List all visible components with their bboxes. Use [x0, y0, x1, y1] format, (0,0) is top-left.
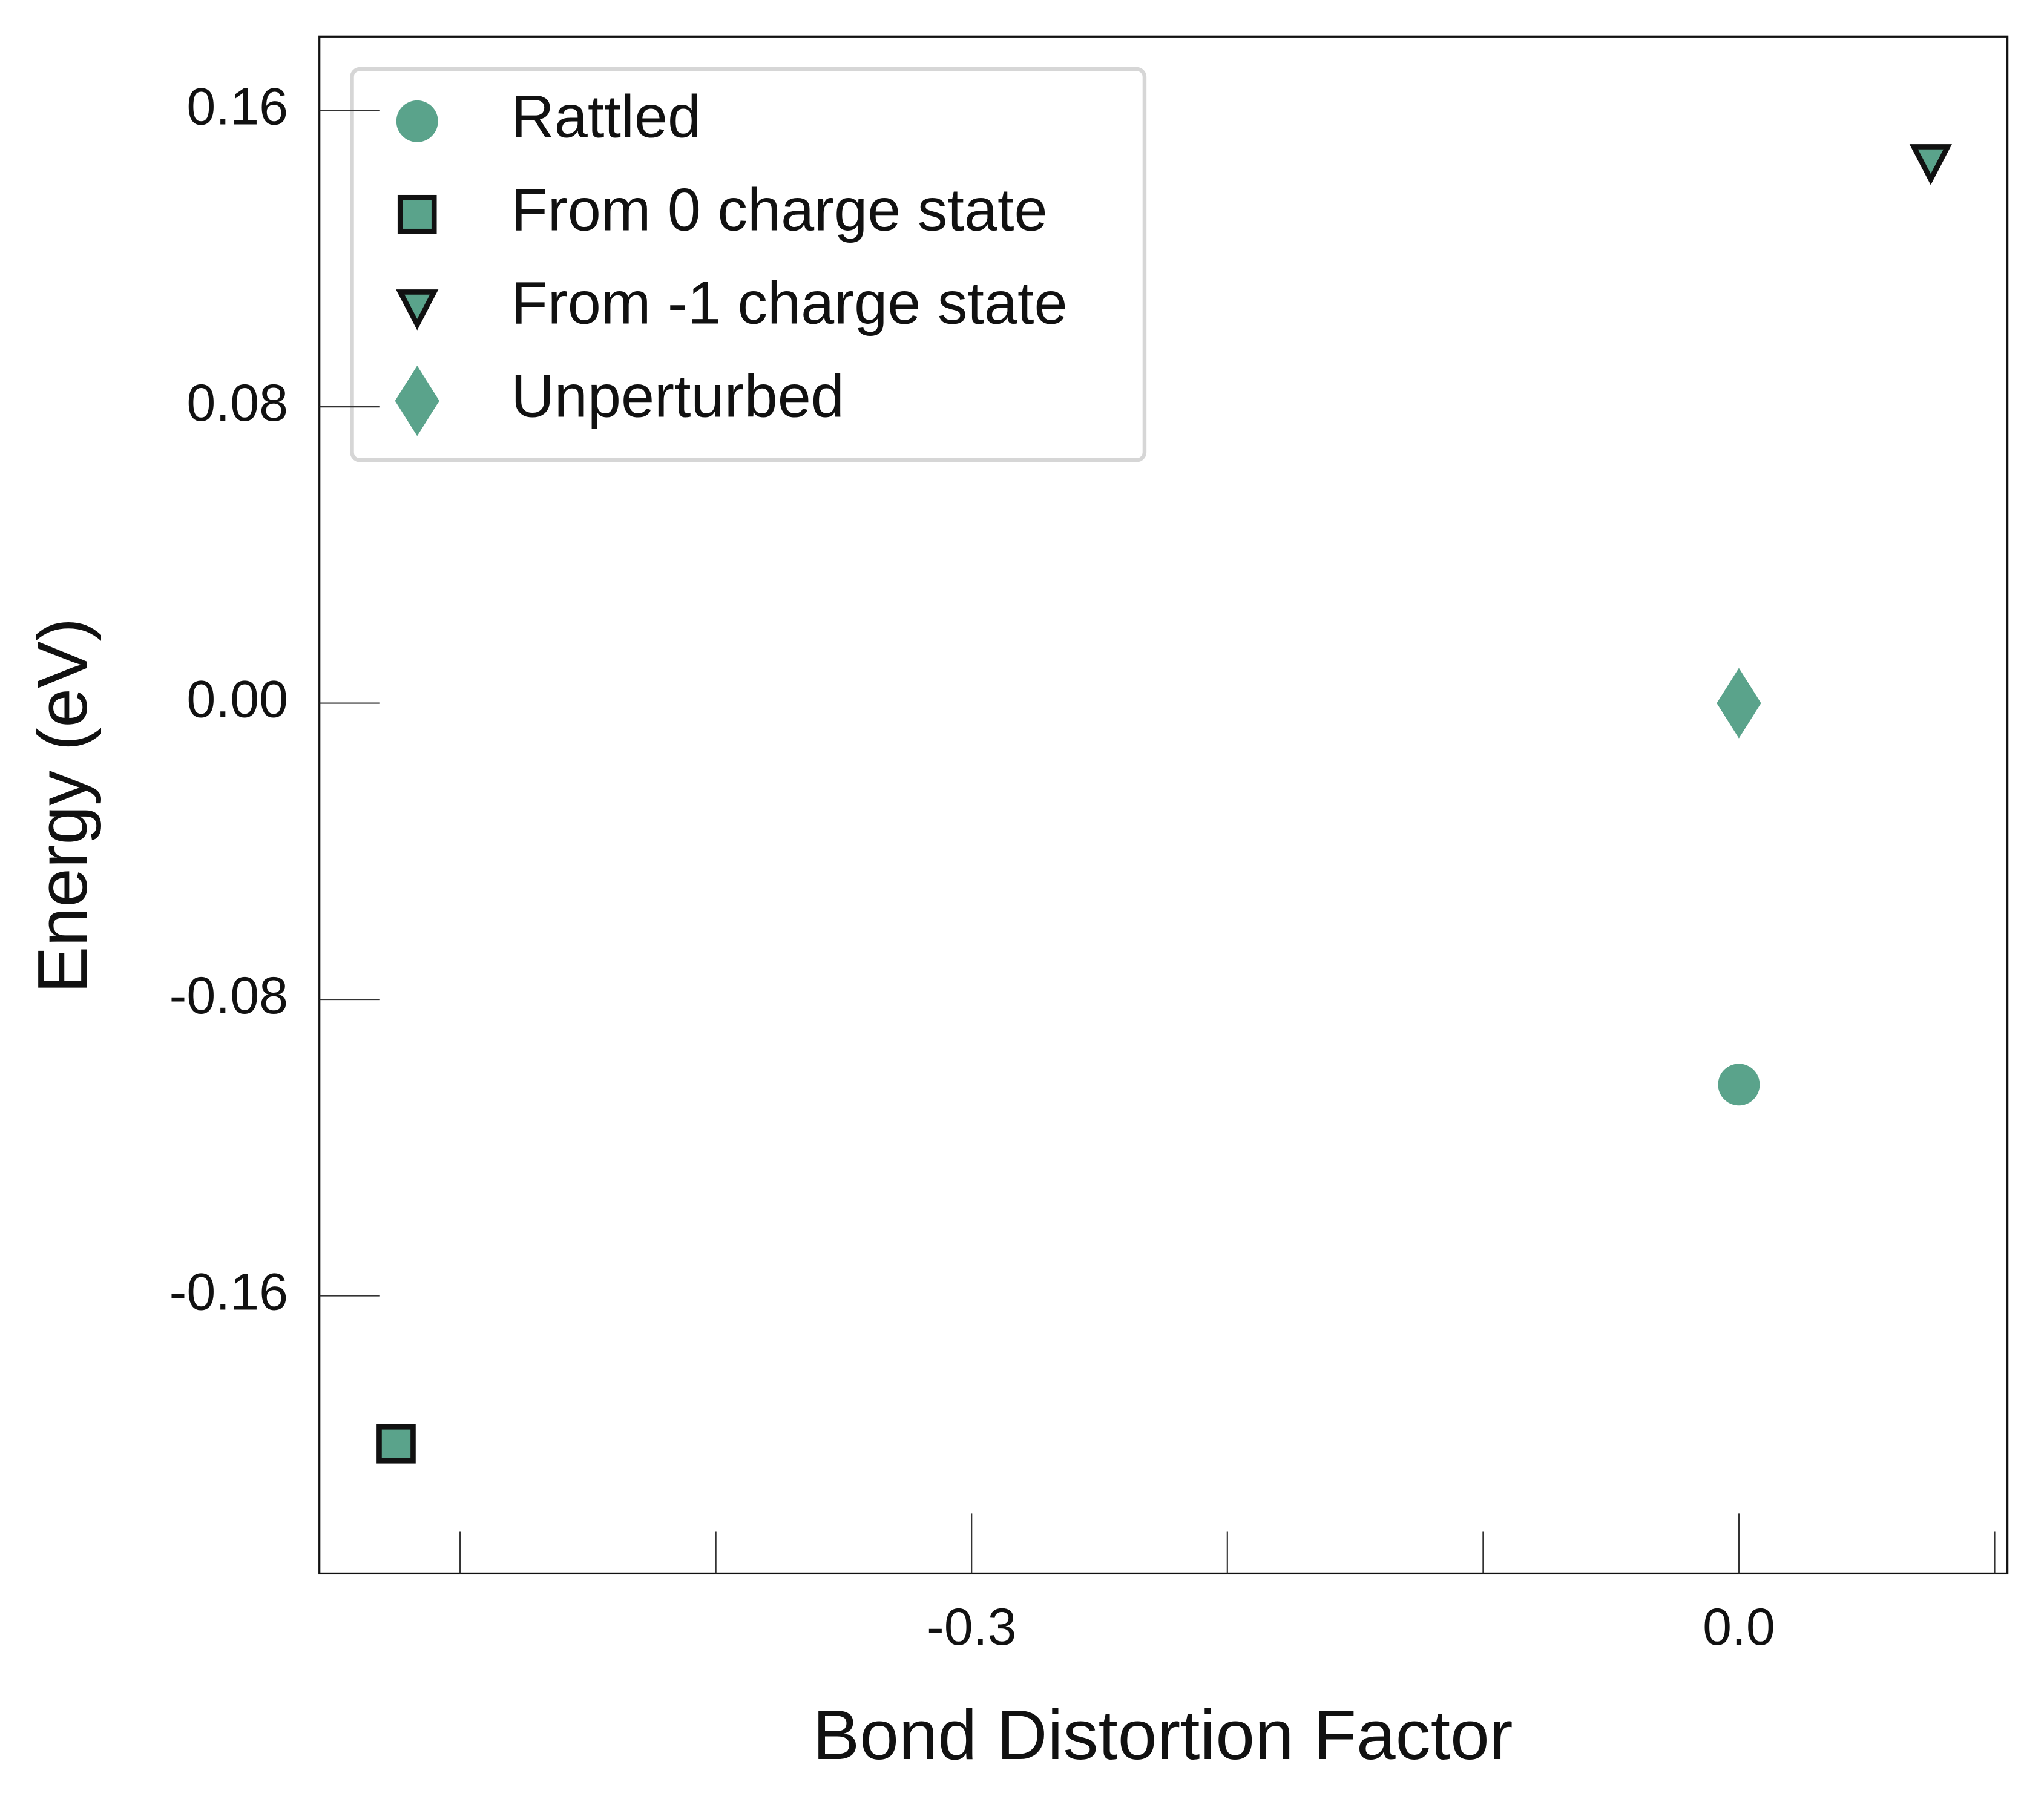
point: [1717, 668, 1761, 739]
x-axis-label: Bond Distortion Factor: [813, 1696, 1513, 1774]
y-axis-label: Energy (eV): [23, 618, 102, 993]
legend-label: From -1 charge state: [511, 269, 1067, 336]
y-tick-label: -0.08: [169, 967, 288, 1025]
legend-label: From 0 charge state: [511, 176, 1047, 243]
y-tick-label: 0.00: [186, 670, 288, 728]
y-tick-label: -0.16: [169, 1263, 288, 1321]
y-tick-label: 0.08: [186, 374, 288, 432]
x-tick-label: 0.0: [1703, 1598, 1775, 1656]
legend-box: [350, 67, 1147, 462]
plot-frame: [318, 35, 2009, 1575]
x-tick-label: -0.3: [927, 1598, 1016, 1656]
point: [1718, 1064, 1760, 1106]
legend-marker: [397, 194, 437, 234]
legend-label: Rattled: [511, 82, 701, 150]
point: [1909, 144, 1952, 185]
legend-label: Unperturbed: [511, 362, 844, 429]
legend-marker: [396, 100, 438, 142]
y-tick-label: 0.16: [186, 77, 288, 136]
legend-marker: [396, 289, 439, 331]
point: [376, 1424, 416, 1464]
